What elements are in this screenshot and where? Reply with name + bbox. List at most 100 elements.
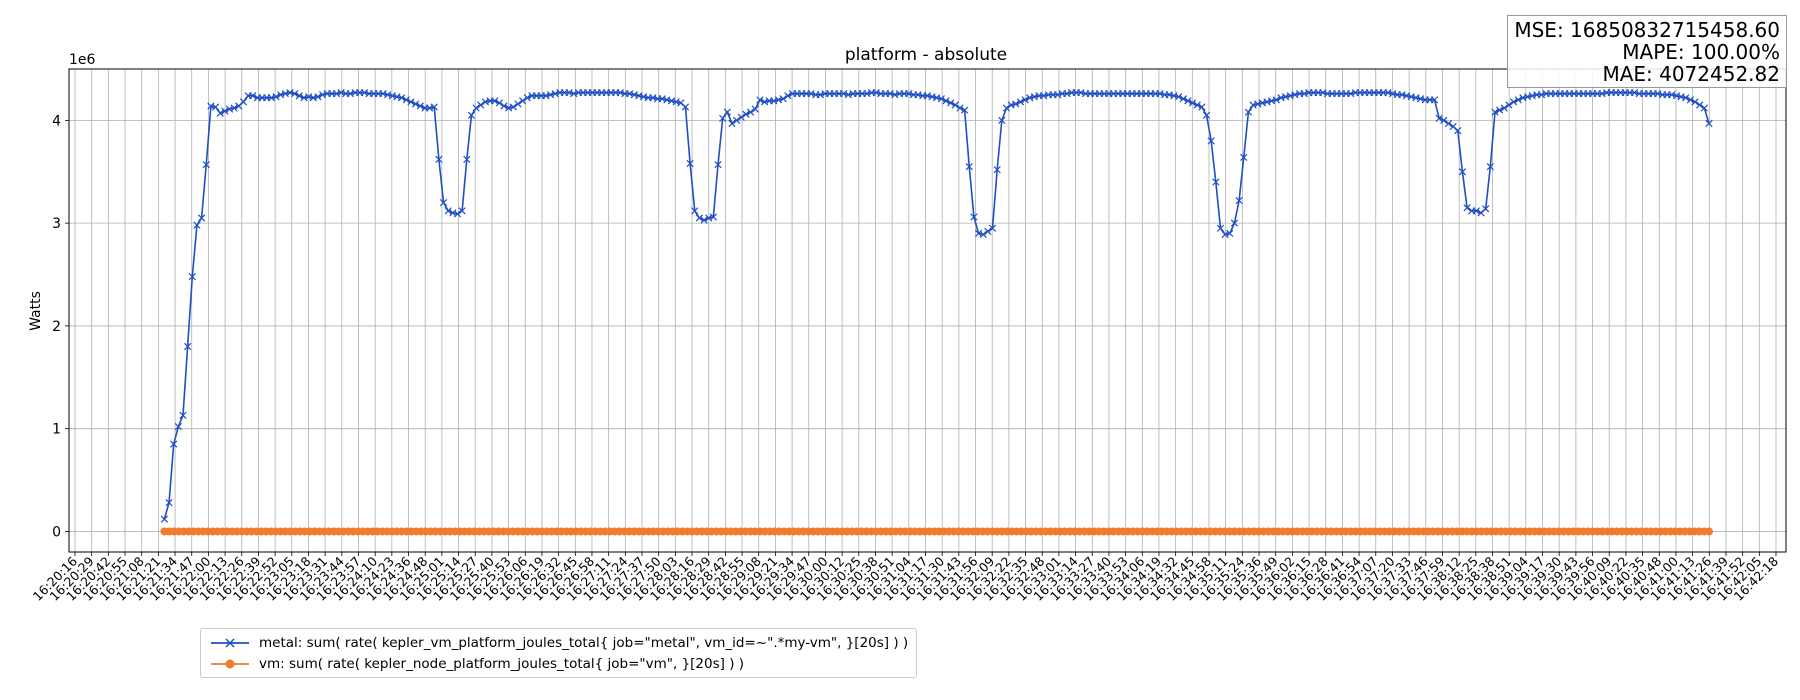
data-point-metal (784, 92, 792, 100)
legend-label-metal: metal: sum( rate( kepler_vm_platform_jou… (259, 634, 909, 651)
data-point-metal (1184, 97, 1192, 105)
data-point-metal (1212, 178, 1220, 186)
data-point-metal (947, 99, 955, 107)
data-point-metal (179, 411, 187, 419)
data-point-metal (1207, 137, 1215, 145)
data-point-metal (272, 93, 280, 101)
data-point-metal (1012, 100, 1020, 108)
data-point-metal (216, 109, 224, 117)
data-point-metal (202, 160, 210, 169)
data-point-metal (1472, 207, 1481, 215)
data-point-metal (165, 499, 173, 507)
data-point-metal (1193, 101, 1201, 109)
data-point-metal (1440, 116, 1448, 125)
data-point-metal (1482, 205, 1490, 213)
data-point-metal (1700, 104, 1708, 112)
x-gridlines (74, 69, 1777, 552)
data-point-metal (937, 95, 945, 103)
data-point-metal (518, 97, 527, 105)
data-point-metal (188, 272, 196, 281)
data-point-metal (463, 155, 471, 164)
data-point-metal (965, 163, 973, 171)
data-point-metal (500, 102, 508, 110)
data-point-metal (728, 119, 736, 128)
legend-marker-x-icon (211, 637, 249, 648)
data-point-metal (1198, 103, 1206, 111)
plot-frame (68, 68, 1787, 553)
data-point-metal (1514, 96, 1522, 104)
data-point-metal (681, 103, 690, 111)
data-point-metal (1016, 98, 1025, 106)
data-point-metal (1188, 99, 1197, 107)
data-point-metal (1696, 101, 1704, 109)
data-point-metal (686, 159, 694, 168)
data-point-metal (1021, 96, 1029, 104)
y-axis-multiplier: 1e6 (69, 52, 96, 68)
data-point-metal (472, 104, 480, 112)
data-point-metal (477, 101, 485, 109)
data-point-metal (1240, 153, 1248, 162)
data-point-metal (1230, 219, 1239, 227)
legend-marker-dot-icon (211, 659, 249, 668)
data-point-metal (435, 155, 443, 164)
data-point-metal (742, 110, 750, 118)
y-gridlines (69, 119, 1786, 532)
data-point-metal (723, 108, 731, 116)
data-point-metal (411, 100, 420, 108)
data-point-metal (197, 214, 206, 222)
data-point-metal (1463, 204, 1471, 212)
data-point-metal (1691, 98, 1699, 106)
data-point-metal (295, 92, 303, 100)
data-point-metal (1500, 104, 1508, 112)
data-point-metal (184, 342, 192, 351)
data-point-metal (509, 103, 517, 111)
mae-text: MAE: 4072452.82 (1602, 62, 1780, 86)
series-metal (160, 89, 1713, 523)
data-point-metal (1174, 93, 1183, 101)
data-point-metal (174, 423, 182, 431)
data-point-metal (221, 107, 229, 115)
x-axis-ticks: 16:20:1616:20:2916:20:4216:20:5516:21:08… (30, 552, 1781, 604)
data-point-metal (291, 90, 299, 98)
data-point-metal (170, 440, 178, 448)
y-tick-label: 4 (52, 113, 61, 129)
legend-item-vm: vm: sum( rate( kepler_node_platform_joul… (209, 653, 908, 674)
data-point-metal (746, 108, 755, 116)
data-point-metal (1244, 108, 1253, 116)
y-tick-label: 1 (52, 422, 61, 438)
data-point-metal (1272, 96, 1280, 104)
mse-text: MSE: 16850832715458.60 (1514, 18, 1780, 42)
data-point-metal (230, 104, 238, 112)
data-point-metal (1505, 101, 1513, 109)
data-point-metal (1496, 106, 1504, 114)
data-point-metal (695, 214, 704, 222)
data-point-metal (1682, 94, 1690, 102)
data-point-metal (988, 224, 997, 232)
data-point-metal (1491, 108, 1499, 116)
mape-text: MAPE: 100.00% (1622, 40, 1780, 64)
data-point-metal (1686, 96, 1695, 104)
data-point-metal (439, 198, 448, 207)
data-point-metal (407, 98, 415, 106)
data-point-vm (1705, 527, 1713, 536)
data-point-metal (691, 207, 699, 215)
data-point-metal (1002, 104, 1011, 112)
legend-item-metal: metal: sum( rate( kepler_vm_platform_jou… (209, 632, 908, 653)
data-point-metal (1202, 111, 1211, 119)
y-tick-label: 0 (52, 524, 61, 540)
data-point-metal (453, 210, 462, 218)
data-point-metal (960, 106, 969, 114)
data-point-metal (700, 216, 708, 224)
data-point-metal (1179, 95, 1187, 103)
data-point-metal (491, 97, 499, 105)
data-point-metal (737, 113, 745, 121)
data-point-metal (998, 116, 1006, 125)
series-vm (160, 527, 1713, 536)
data-point-metal (970, 213, 978, 221)
y-axis-label: Watts (28, 291, 44, 331)
data-point-metal (979, 230, 987, 239)
data-point-metal (467, 111, 476, 119)
chart-title: platform - absolute (845, 45, 1007, 65)
data-point-metal (1235, 196, 1243, 205)
